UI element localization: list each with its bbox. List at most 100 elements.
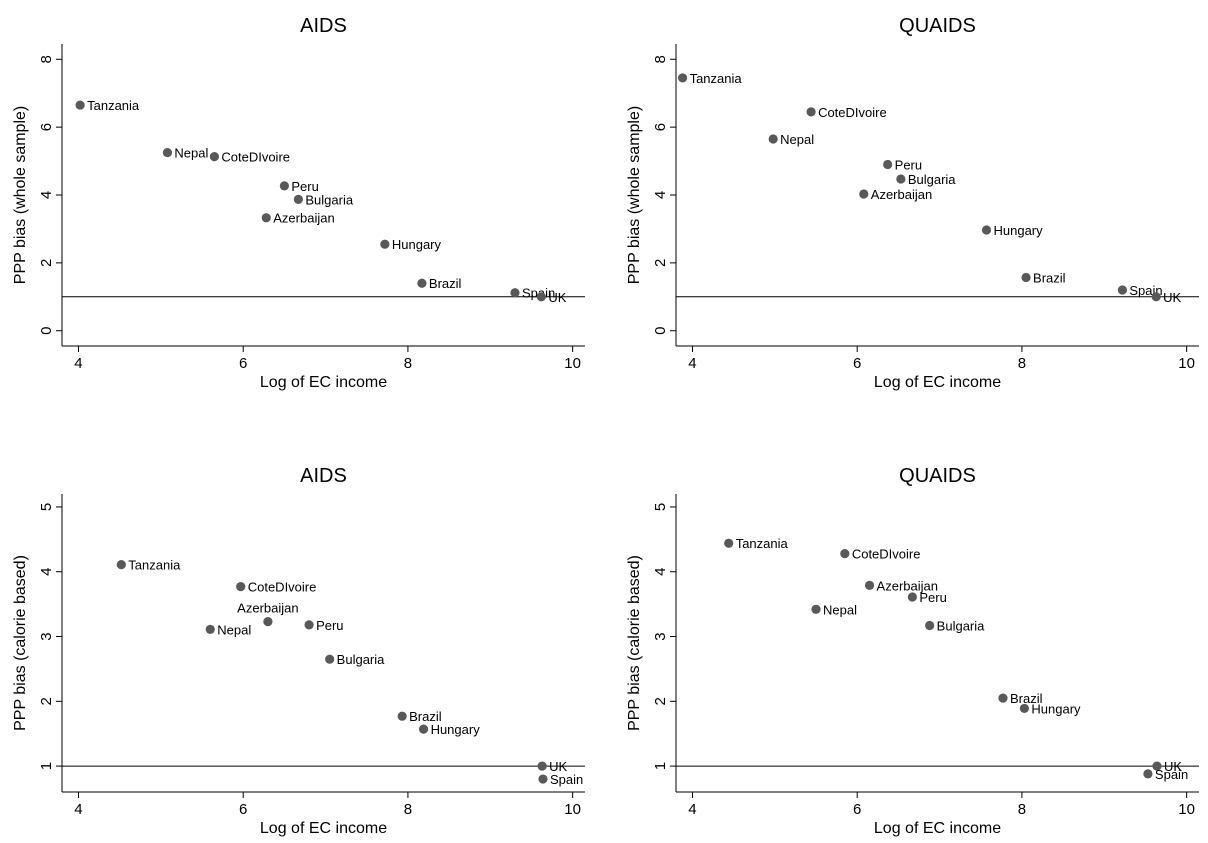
data-point [418, 724, 429, 734]
x-tick-label: 8 [404, 801, 412, 818]
point-label: UK [1163, 290, 1181, 305]
x-tick-label: 8 [1018, 801, 1026, 818]
data-point [811, 604, 821, 614]
x-tick-label: 6 [853, 355, 861, 372]
data-point [304, 620, 314, 630]
y-tick-label: 2 [38, 259, 55, 267]
y-axis-label: PPP bias (calorie based) [626, 555, 643, 731]
point-label: Brazil [429, 276, 462, 291]
y-tick-label: 3 [38, 632, 55, 640]
data-point [162, 147, 173, 158]
y-axis-label: PPP bias (calorie based) [12, 555, 29, 731]
y-tick-label: 2 [38, 697, 55, 705]
point-label: Peru [316, 618, 343, 633]
y-axis-label: PPP bias (whole sample) [12, 106, 29, 284]
data-point [907, 592, 917, 602]
y-tick-label: 4 [38, 568, 55, 576]
point-label: Azerbaijan [877, 578, 938, 593]
y-tick-label: 4 [652, 568, 669, 576]
data-point [896, 174, 906, 184]
y-tick-label: 1 [652, 762, 669, 770]
data-point [75, 100, 85, 110]
data-point [677, 73, 688, 83]
point-label: UK [1164, 759, 1182, 774]
point-label: Spain [550, 772, 583, 787]
point-label: Brazil [1033, 270, 1066, 285]
data-point [263, 617, 273, 627]
data-point [1151, 292, 1161, 302]
point-label: Azerbaijan [273, 211, 334, 226]
x-tick-label: 10 [564, 801, 581, 818]
point-label: Peru [919, 590, 946, 605]
x-tick-label: 8 [1018, 355, 1026, 372]
y-axis-label: PPP bias (whole sample) [626, 106, 643, 284]
y-tick-label: 2 [652, 259, 669, 267]
data-point [724, 538, 734, 548]
point-label: Bulgaria [337, 652, 385, 667]
chart-panel-1: AIDS 4 6 8 10 0 2 4 6 8 Log of EC income PPP bias (… [12, 15, 585, 391]
point-label: Tanzania [736, 536, 789, 551]
data-point [883, 159, 893, 170]
y-tick-label: 8 [38, 55, 55, 63]
point-label: Hungary [1031, 701, 1081, 716]
y-tick-label: 5 [38, 503, 55, 511]
chart-title: QUAIDS [899, 465, 976, 487]
point-label: Nepal [174, 146, 208, 161]
point-label: Brazil [409, 709, 442, 724]
data-point [1019, 703, 1029, 714]
point-label: Bulgaria [937, 619, 985, 634]
x-tick-label: 4 [74, 355, 82, 372]
y-tick-label: 4 [38, 191, 55, 199]
y-tick-label: 3 [652, 632, 669, 640]
x-tick-label: 6 [239, 801, 247, 818]
x-axis-label: Log of EC income [874, 374, 1001, 391]
data-point [397, 711, 407, 721]
x-tick-label: 6 [853, 801, 861, 818]
y-tick-label: 5 [652, 503, 669, 511]
y-tick-label: 6 [38, 123, 55, 131]
point-label: Peru [895, 157, 922, 172]
data-point [261, 213, 271, 223]
y-tick-label: 4 [652, 191, 669, 199]
x-axis-label: Log of EC income [874, 820, 1001, 837]
point-label: Spain [1155, 767, 1188, 782]
point-label: UK [548, 290, 566, 305]
chart-title: QUAIDS [899, 15, 976, 37]
y-tick-label: 8 [652, 55, 669, 63]
data-point [325, 654, 335, 664]
y-tick-label: 1 [38, 762, 55, 770]
data-point [536, 292, 546, 302]
data-point [236, 582, 246, 592]
point-label: Tanzania [128, 558, 181, 573]
point-label: UK [549, 759, 567, 774]
data-point [1117, 285, 1128, 295]
y-tick-label: 0 [38, 327, 55, 335]
data-point [116, 560, 126, 570]
data-point [1021, 272, 1031, 283]
data-point [925, 620, 935, 631]
data-point [537, 761, 547, 771]
x-tick-label: 4 [74, 801, 82, 818]
y-tick-label: 0 [652, 327, 669, 335]
point-label: Bulgaria [305, 192, 353, 207]
x-tick-label: 6 [239, 355, 247, 372]
data-point [279, 181, 289, 191]
point-label: Tanzania [87, 98, 140, 113]
data-point [998, 693, 1008, 703]
x-axis-label: Log of EC income [260, 374, 387, 391]
x-tick-label: 10 [1178, 355, 1195, 372]
point-label: Hungary [392, 237, 442, 252]
point-label: Nepal [823, 602, 857, 617]
point-label: Tanzania [690, 71, 743, 86]
point-label: Azerbaijan [237, 601, 298, 616]
point-label: Nepal [217, 622, 251, 637]
point-label: Hungary [994, 223, 1044, 238]
point-label: CoteDIvoire [248, 580, 317, 595]
data-point [510, 288, 520, 298]
chart-title: AIDS [300, 465, 347, 487]
data-point [806, 107, 816, 117]
point-label: Brazil [1010, 691, 1043, 706]
